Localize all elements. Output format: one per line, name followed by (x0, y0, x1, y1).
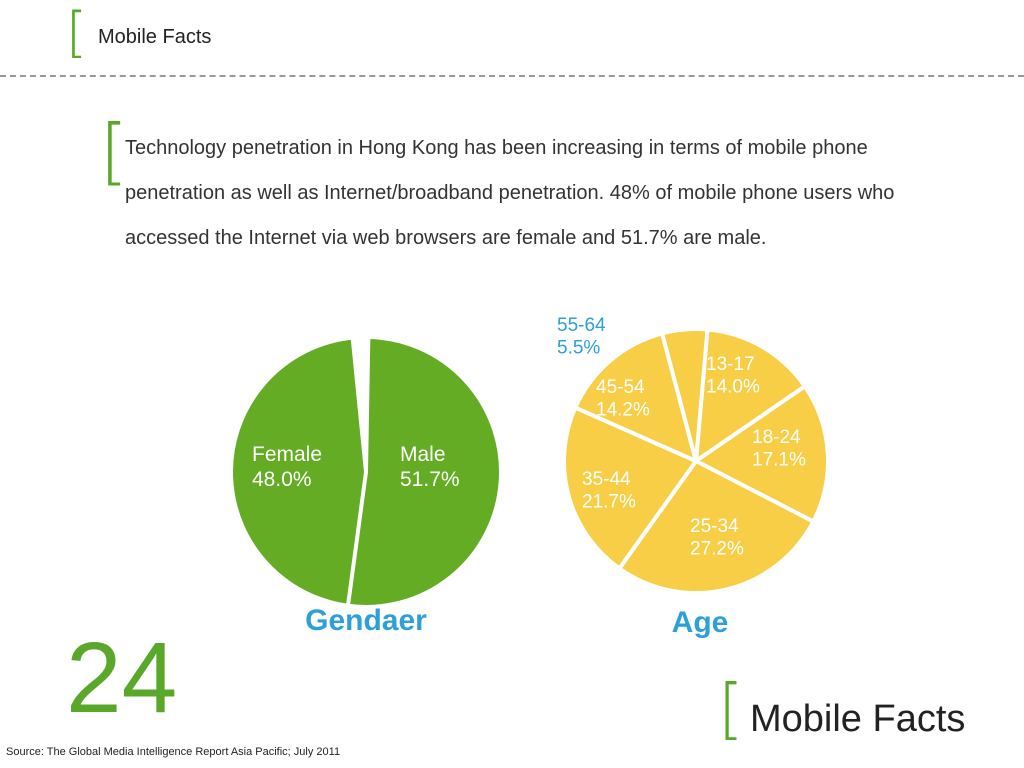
age-slice-55-64 (659, 327, 710, 462)
age-slice-13-17 (693, 327, 808, 466)
age-slice-25-34 (616, 458, 816, 595)
header-bracket: [ (66, 1, 88, 64)
gender-label-female: Female 48.0% (252, 443, 322, 491)
age-slice-18-24 (692, 383, 830, 525)
age-label-45-54: 45-54 14.2% (596, 377, 650, 420)
gender-label-male: Male 51.7% (400, 443, 460, 491)
body-bracket: [ (100, 109, 129, 193)
source-note: Source: The Global Media Intelligence Re… (6, 746, 341, 758)
footer-bracket: [ (718, 670, 744, 747)
header-title: Mobile Facts (98, 26, 212, 48)
footer-title: Mobile Facts (750, 698, 966, 740)
age-label-13-17: 13-17 14.0% (706, 354, 760, 397)
age-label-25-34: 25-34 27.2% (690, 516, 744, 559)
gender-slice-male (345, 334, 504, 609)
body-paragraph: Technology penetration in Hong Kong has … (125, 137, 895, 249)
gender-slice-female (229, 335, 369, 610)
gender-chart-title: Gendaer (305, 604, 427, 637)
age-label-18-24: 18-24 17.1% (752, 427, 806, 470)
age-chart-title: Age (672, 606, 729, 639)
age-label-35-44: 35-44 21.7% (582, 469, 636, 512)
age-label-55-64: 55-64 5.5% (557, 315, 606, 358)
header-divider (0, 75, 1024, 77)
slide-number: 24 (66, 622, 178, 734)
age-slice-45-54 (572, 330, 700, 465)
